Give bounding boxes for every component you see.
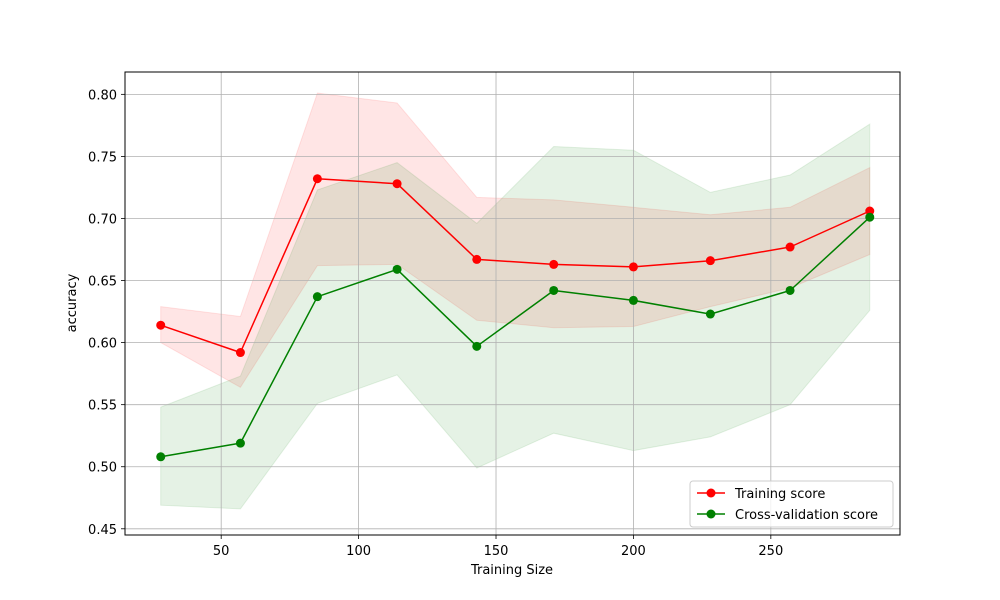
training-score-point (472, 254, 482, 264)
training-score-point (392, 179, 402, 189)
y-tick-label: 0.45 (88, 523, 117, 538)
cross-validation-score-line (160, 216, 871, 458)
legend-label-cross-validation: Cross-validation score (735, 508, 878, 523)
y-tick-label: 0.60 (88, 337, 117, 352)
legend-box (689, 480, 894, 528)
y-tick-label: 0.50 (88, 461, 117, 476)
series-lines (160, 178, 871, 458)
legend-marker-cross-validation (706, 509, 716, 519)
cross-validation-score-point (472, 341, 482, 351)
training-score-point (785, 242, 795, 252)
axis-ticks: 50 100 150 200 250 0.45 0.50 0.55 0.60 0.65 0.70 0.… (88, 88, 783, 559)
training-score-line (160, 178, 871, 354)
plot-frame (124, 71, 901, 536)
cross-validation-score-point (865, 212, 875, 222)
series-markers (156, 174, 875, 462)
x-tick-label: 200 (621, 544, 646, 559)
training-score-point (156, 320, 166, 330)
cross-validation-score-band (160, 123, 871, 510)
training-score-point (235, 348, 245, 358)
y-tick-label: 0.65 (88, 275, 117, 290)
x-axis-label: Training Size (470, 563, 553, 578)
x-tick-label: 250 (758, 544, 783, 559)
y-tick-label: 0.80 (88, 88, 117, 103)
x-tick-label: 150 (484, 544, 509, 559)
training-score-band (160, 92, 871, 388)
cross-validation-score-point (549, 285, 559, 295)
confidence-bands (160, 92, 871, 510)
cross-validation-score-point (628, 295, 638, 305)
x-tick-label: 100 (346, 544, 371, 559)
legend-marker-training (706, 488, 716, 498)
y-axis-label: accuracy (65, 273, 80, 332)
y-tick-label: 0.55 (88, 399, 117, 414)
training-score-point (628, 262, 638, 272)
y-tick-label: 0.75 (88, 150, 117, 165)
cross-validation-score-point (312, 292, 322, 302)
legend-label-training: Training score (734, 487, 825, 502)
training-score-point (312, 174, 322, 184)
x-tick-label: 50 (213, 544, 230, 559)
training-score-point (705, 256, 715, 266)
training-score-point (865, 206, 875, 216)
cross-validation-score-point (392, 264, 402, 274)
y-tick-label: 0.70 (88, 212, 117, 227)
legend: Training score Cross-validation score (689, 480, 894, 528)
cross-validation-score-point (235, 438, 245, 448)
cross-validation-score-point (705, 309, 715, 319)
training-score-point (549, 259, 559, 269)
cross-validation-score-point (785, 285, 795, 295)
cross-validation-score-point (156, 452, 166, 462)
